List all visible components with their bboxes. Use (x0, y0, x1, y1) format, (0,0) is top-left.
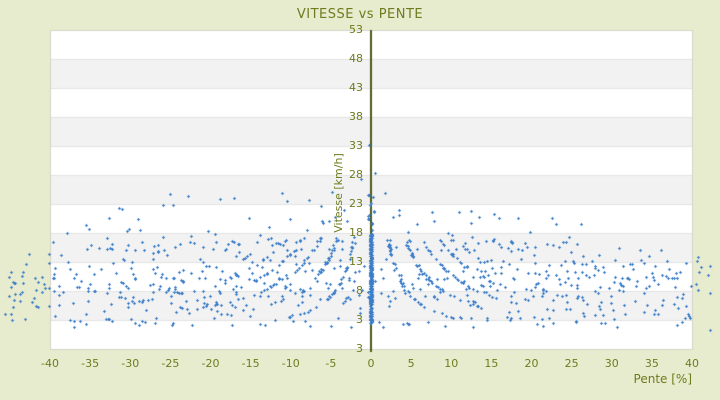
y-tick-label: 38 (349, 110, 363, 123)
y-axis-title: Vitesse [km/h] (332, 153, 345, 233)
y-tick-label: 33 (349, 139, 363, 152)
x-axis-title: Pente [%] (633, 372, 692, 386)
x-tick-label: -40 (41, 357, 59, 370)
x-tick-label: 15 (484, 357, 499, 370)
x-tick-label: 25 (564, 357, 579, 370)
x-tick-label: 10 (444, 357, 459, 370)
y-tick-label: 28 (349, 168, 363, 181)
y-tick-label: 8 (356, 284, 363, 297)
y-tick-label: 23 (349, 197, 363, 210)
y-tick-label: 3 (356, 342, 363, 355)
x-tick-label: -15 (241, 357, 260, 370)
y-tick-label: 48 (349, 52, 363, 65)
x-tick-label: 5 (407, 357, 415, 370)
x-tick-label: -5 (325, 357, 337, 370)
x-tick-label: -30 (121, 357, 140, 370)
y-tick-label: 53 (349, 23, 363, 36)
x-tick-label: -20 (201, 357, 220, 370)
x-tick-label: 35 (644, 357, 659, 370)
x-tick-label: -10 (281, 357, 300, 370)
y-tick-label: 43 (349, 81, 363, 94)
y-tick-label: 3 (356, 313, 363, 326)
x-tick-label: 30 (604, 357, 619, 370)
x-tick-label: 0 (367, 357, 375, 370)
x-tick-label: -25 (161, 357, 180, 370)
y-tick-label: 18 (349, 226, 363, 239)
x-tick-label: 20 (524, 357, 539, 370)
y-tick-label: 13 (349, 255, 363, 268)
x-tick-label: 40 (685, 357, 699, 370)
x-tick-label: -35 (81, 357, 100, 370)
